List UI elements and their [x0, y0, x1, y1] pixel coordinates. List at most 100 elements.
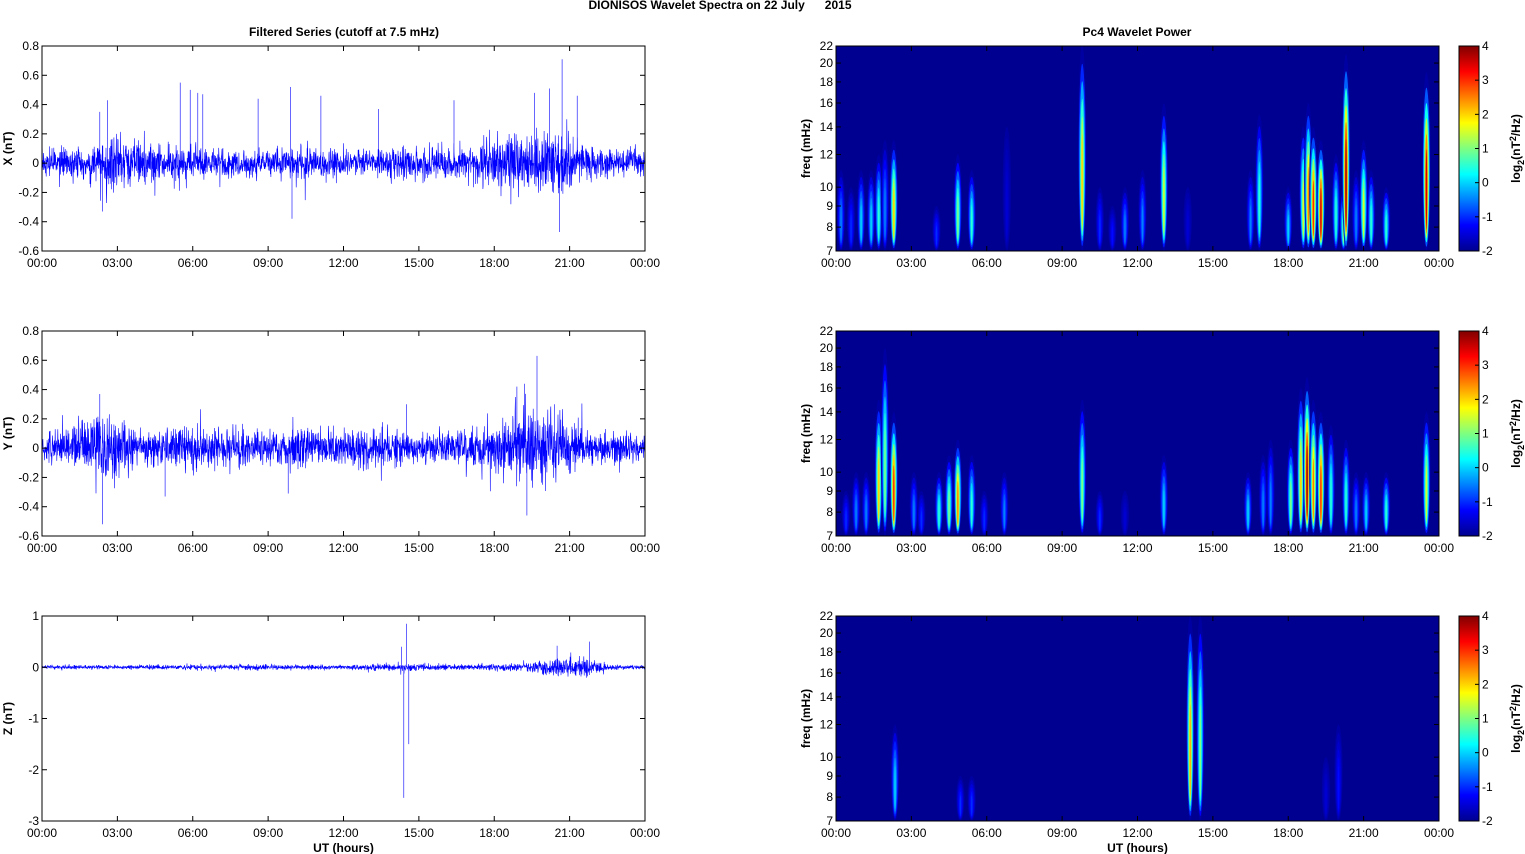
ytick-label: 18 — [820, 645, 834, 659]
wavelet-burst — [845, 510, 847, 531]
wavelet-xtick-label: 00:00 — [1424, 256, 1454, 270]
series-xtick-label: 12:00 — [328, 826, 358, 840]
wavelet-xtick-label: 18:00 — [1273, 541, 1303, 555]
wavelet-xtick-label: 09:00 — [1047, 541, 1077, 555]
colorbar-label-part: 2 — [1508, 706, 1518, 711]
wavelet-xtick-label: 00:00 — [821, 541, 851, 555]
wavelet-xtick-label: 15:00 — [1198, 826, 1228, 840]
wavelet-burst — [1425, 149, 1428, 230]
ytick-label: -0.2 — [18, 185, 39, 199]
wavelet-burst — [1307, 166, 1310, 234]
colorbar-label: log2(nT2/Hz) — [1508, 684, 1525, 753]
ytick-label: 22 — [820, 324, 834, 338]
ytick-label: -3 — [28, 814, 39, 828]
wavelet-burst — [959, 795, 962, 816]
ytick-label: 14 — [820, 120, 834, 134]
series-xtick-label: 12:00 — [328, 541, 358, 555]
wavelet-burst — [983, 510, 985, 531]
wavelet-burst — [1345, 481, 1347, 525]
colorbar-tick-label: 3 — [1482, 73, 1489, 87]
wavelet-burst — [1312, 180, 1315, 237]
wavelet-xtick-label: 15:00 — [1198, 541, 1228, 555]
wavelet-burst — [860, 204, 862, 242]
series-xtick-label: 18:00 — [479, 826, 509, 840]
wavelet-burst — [938, 499, 940, 529]
right-column-title: Pc4 Wavelet Power — [1083, 25, 1192, 39]
wavelet-burst — [1124, 214, 1126, 244]
wavelet-burst — [1325, 784, 1327, 814]
series-xtick-label: 09:00 — [253, 256, 283, 270]
colorbar-tick-label: 1 — [1482, 427, 1489, 441]
wavelet-burst — [1337, 766, 1340, 810]
series-xtick-label: 00:00 — [27, 541, 57, 555]
ytick-label: 9 — [826, 199, 833, 213]
panel-y-series: 0.80.60.40.20-0.2-0.4-0.600:00 03:00 06:00… — [1, 324, 660, 555]
colorbar-tick-label: 2 — [1482, 392, 1489, 406]
colorbar-tick-label: 1 — [1482, 712, 1489, 726]
wavelet-burst — [878, 196, 880, 240]
colorbar-label-part: /Hz) — [1509, 684, 1523, 706]
series-trace-y — [42, 355, 645, 525]
ytick-label: 0.4 — [22, 98, 39, 112]
wavelet-burst — [970, 204, 973, 242]
wavelet-xtick-label: 18:00 — [1273, 826, 1303, 840]
ytick-label: -2 — [28, 763, 39, 777]
ytick-label: 10 — [820, 180, 834, 194]
wavelet-burst — [948, 489, 950, 527]
ytick-label: 20 — [820, 626, 834, 640]
wavelet-burst — [850, 214, 852, 244]
ytick-label: -0.6 — [18, 529, 39, 543]
figure-title: DIONISOS Wavelet Spectra on 22 July 2015 — [589, 0, 852, 12]
colorbar-tick-label: 1 — [1482, 142, 1489, 156]
wavelet-burst — [1345, 138, 1347, 228]
ytick-label: 0.6 — [22, 353, 39, 367]
heatmap-background — [836, 616, 1439, 821]
ytick-label: 0 — [32, 441, 39, 455]
wavelet-xtick-label: 15:00 — [1198, 256, 1228, 270]
ytick-label: 14 — [820, 690, 834, 704]
colorbar-tick-label: -1 — [1482, 780, 1493, 794]
ylabel: X (nT) — [1, 132, 15, 166]
colorbar-tick-label: -2 — [1482, 814, 1493, 828]
ytick-label: 16 — [820, 96, 834, 110]
series-xtick-label: 18:00 — [479, 541, 509, 555]
wavelet-burst — [1300, 451, 1302, 519]
ytick-label: 0.8 — [22, 324, 39, 338]
ylabel: Z (nT) — [1, 702, 15, 735]
colorbar-tick-label: -2 — [1482, 529, 1493, 543]
series-xlabel: UT (hours) — [313, 841, 374, 854]
wavelet-xtick-label: 06:00 — [972, 256, 1002, 270]
ytick-label: 7 — [826, 529, 833, 543]
series-xtick-label: 00:00 — [630, 541, 660, 555]
panel-z-series: 10-1-2-300:00 03:00 06:00 09:00 12:00 15:00 18… — [1, 609, 660, 854]
heatmap-bursts — [836, 46, 1431, 251]
ytick-label: 9 — [826, 769, 833, 783]
colorbar-label: log2(nT2/Hz) — [1508, 114, 1525, 183]
wavelet-xtick-label: 00:00 — [1424, 826, 1454, 840]
series-xtick-label: 00:00 — [27, 826, 57, 840]
series-xtick-label: 15:00 — [404, 256, 434, 270]
ytick-label: -0.4 — [18, 500, 39, 514]
wavelet-xtick-label: 03:00 — [896, 256, 926, 270]
wavelet-xtick-label: 09:00 — [1047, 826, 1077, 840]
wavelet-burst — [893, 465, 895, 522]
colorbar-tick-label: 4 — [1482, 39, 1489, 53]
series-xtick-label: 06:00 — [178, 826, 208, 840]
series-xtick-label: 06:00 — [178, 541, 208, 555]
colorbar-tick-label: 3 — [1482, 358, 1489, 372]
wavelet-burst — [855, 499, 857, 529]
ytick-label: 18 — [820, 75, 834, 89]
ytick-label: 0.4 — [22, 383, 39, 397]
wavelet-burst — [1330, 472, 1332, 523]
series-xtick-label: 21:00 — [555, 541, 585, 555]
ytick-label: 22 — [820, 609, 834, 623]
colorbar-tick-label: -1 — [1482, 210, 1493, 224]
ytick-label: 16 — [820, 381, 834, 395]
series-xtick-label: 09:00 — [253, 826, 283, 840]
wavelet-burst — [935, 225, 938, 246]
series-xtick-label: 21:00 — [555, 256, 585, 270]
wavelet-burst — [1262, 489, 1264, 527]
